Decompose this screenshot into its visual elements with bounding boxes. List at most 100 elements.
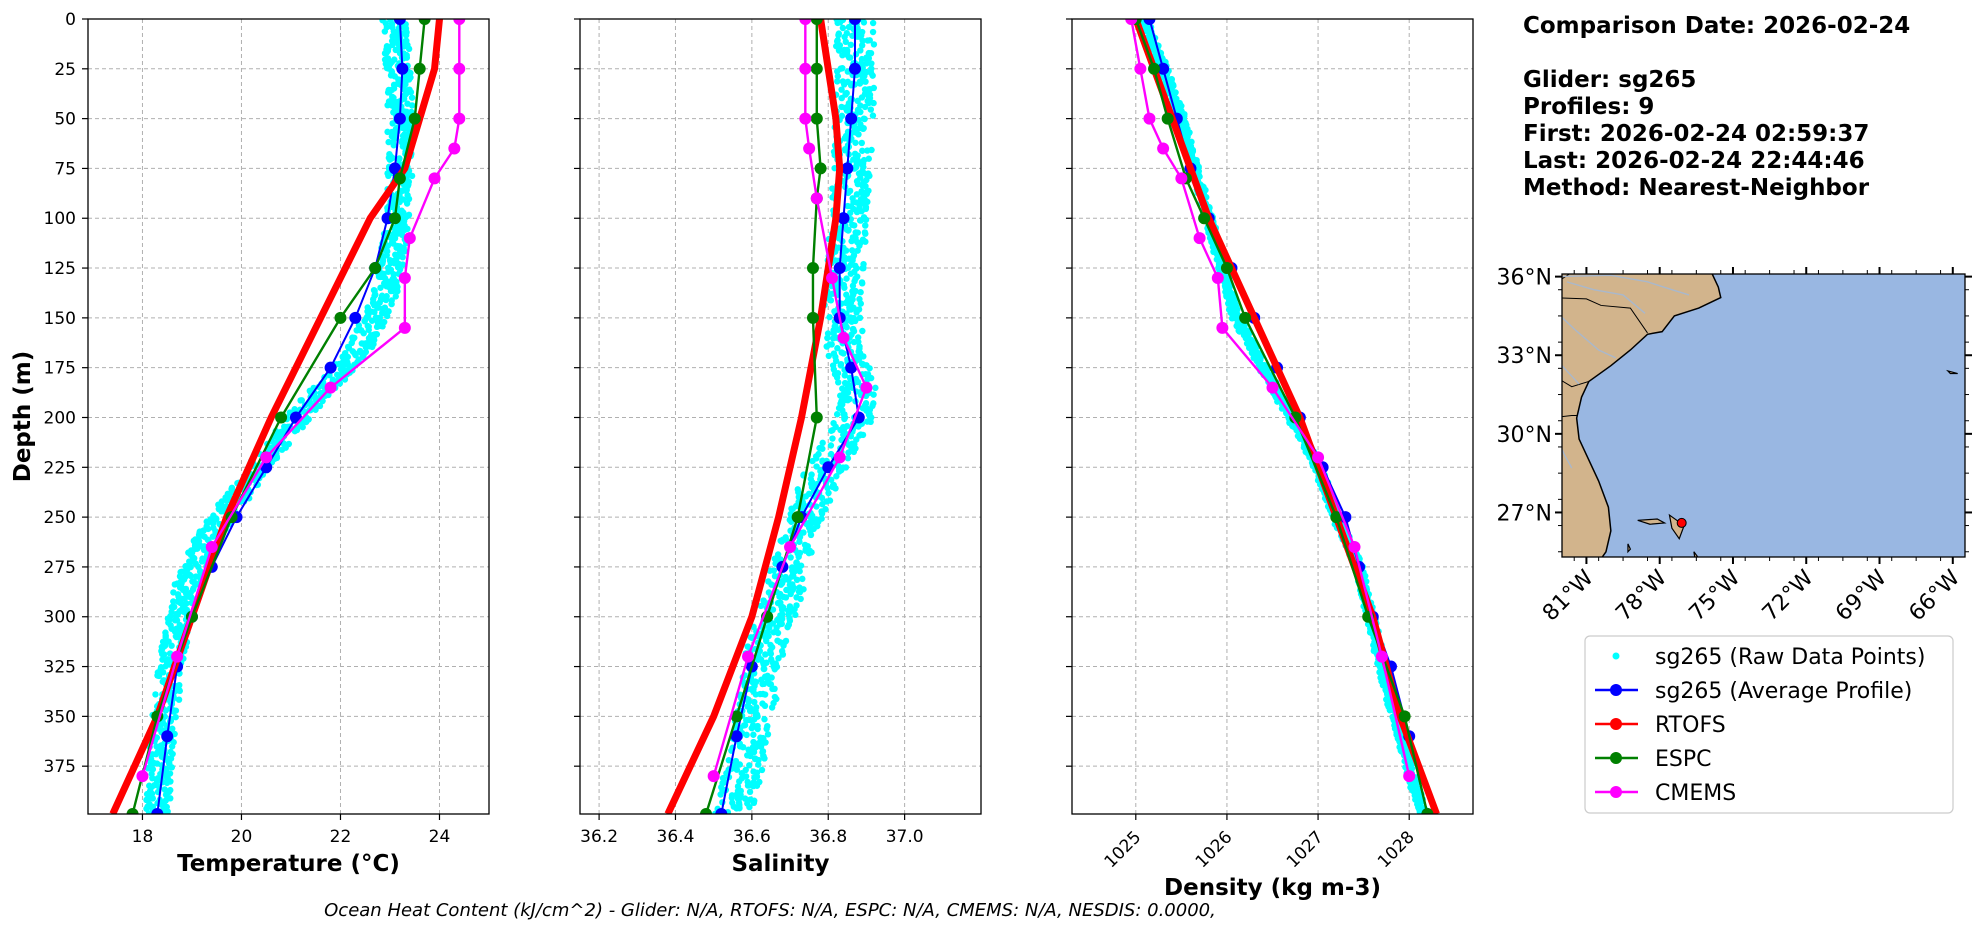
- raw-data-point: [860, 353, 867, 360]
- raw-data-point: [390, 94, 397, 101]
- river: [1562, 447, 1573, 469]
- raw-data-point: [746, 803, 753, 811]
- raw-data-point: [1366, 629, 1374, 636]
- raw-data-point: [736, 804, 743, 811]
- cmems-marker: [833, 451, 846, 464]
- raw-data-point: [378, 309, 386, 317]
- raw-data-point: [770, 629, 777, 636]
- raw-data-point: [167, 795, 174, 802]
- raw-data-point: [784, 623, 791, 631]
- raw-data-point: [825, 352, 833, 360]
- cmems-marker: [707, 770, 720, 783]
- raw-data-point: [403, 54, 411, 61]
- raw-data-point: [841, 33, 848, 41]
- raw-data-point: [819, 439, 826, 447]
- raw-data-point: [850, 448, 858, 456]
- series-rtofs: [664, 19, 844, 814]
- espc-marker: [1289, 411, 1302, 424]
- plot-area: [664, 19, 879, 814]
- raw-data-point: [856, 242, 863, 249]
- raw-data-point: [167, 778, 174, 785]
- raw-data-point: [786, 615, 793, 622]
- raw-data-point: [775, 655, 782, 662]
- raw-data-point: [389, 33, 396, 40]
- raw-data-point: [748, 724, 755, 732]
- legend-label: CMEMS: [1655, 781, 1736, 806]
- raw-data-point: [765, 632, 772, 640]
- raw-data-point: [356, 347, 364, 355]
- raw-data-point: [808, 549, 815, 556]
- raw-data-point: [859, 182, 866, 189]
- island: [1693, 551, 1699, 557]
- raw-data-point: [302, 418, 310, 426]
- raw-data-point: [868, 146, 875, 154]
- average-marker: [715, 808, 728, 814]
- raw-data-point: [371, 308, 378, 316]
- raw-data-point: [371, 291, 379, 298]
- lon-label: 69°W: [1831, 565, 1892, 626]
- raw-data-point: [839, 51, 846, 59]
- raw-data-point: [828, 476, 835, 483]
- raw-data-point: [859, 147, 866, 154]
- raw-data-point: [361, 317, 368, 325]
- espc-line: [131, 19, 426, 814]
- raw-data-point: [780, 642, 787, 649]
- raw-data-point: [1289, 422, 1296, 430]
- land-mass: [1562, 274, 1722, 557]
- espc-marker: [1239, 311, 1252, 324]
- raw-data-point: [1296, 435, 1304, 442]
- raw-data-point: [854, 247, 861, 254]
- raw-data-point: [754, 725, 761, 733]
- raw-data-point: [809, 457, 816, 465]
- cmems-marker: [1134, 62, 1147, 75]
- cmems-marker: [1157, 142, 1170, 155]
- raw-data-point: [856, 314, 864, 322]
- raw-data-point: [145, 810, 153, 814]
- y-tick-label: 250: [44, 508, 76, 528]
- cmems-marker: [1266, 381, 1279, 394]
- raw-data-point: [168, 743, 176, 750]
- cmems-marker: [205, 541, 218, 554]
- raw-data-point: [769, 685, 776, 693]
- y-tick-label: 350: [44, 707, 76, 727]
- raw-data-point: [1249, 348, 1256, 355]
- raw-data-point: [753, 773, 761, 780]
- plot-area: [1125, 19, 1440, 814]
- legend-swatch-marker: [1610, 786, 1622, 798]
- raw-data-point: [373, 331, 381, 338]
- espc-marker: [806, 311, 819, 324]
- raw-data-point: [854, 378, 862, 386]
- raw-data-point: [349, 334, 356, 341]
- raw-data-point: [856, 124, 863, 132]
- y-tick-label: 300: [44, 608, 76, 628]
- raw-data-point: [866, 365, 873, 372]
- espc-marker: [810, 62, 823, 75]
- raw-data-point: [1233, 322, 1241, 329]
- raw-data-point: [857, 47, 864, 54]
- raw-data-point: [870, 391, 877, 398]
- raw-data-point: [392, 293, 399, 300]
- raw-data-point: [858, 139, 865, 147]
- raw-data-point: [293, 426, 301, 434]
- raw-data-point: [840, 431, 847, 438]
- raw-data-point: [857, 217, 864, 224]
- cmems-marker: [260, 451, 273, 464]
- raw-data-point: [394, 230, 402, 237]
- series-cmems: [707, 19, 873, 783]
- cmems-marker: [1175, 172, 1188, 185]
- x-axis-label: Temperature (°C): [177, 851, 400, 877]
- raw-data-point: [834, 19, 841, 27]
- raw-data-point: [759, 690, 767, 698]
- average-marker: [1157, 62, 1170, 75]
- raw-data-point: [860, 264, 867, 272]
- raw-data-point: [763, 637, 770, 645]
- raw-data-point: [407, 88, 415, 96]
- raw-data-point: [160, 669, 167, 676]
- legend-entry-rtofs: RTOFS: [1595, 713, 1726, 738]
- cmems-marker: [448, 142, 461, 155]
- raw-data-point: [854, 207, 862, 214]
- espc-marker: [388, 212, 401, 225]
- cmems-marker: [1143, 112, 1156, 125]
- raw-data-point: [747, 751, 754, 758]
- raw-data-point: [402, 133, 410, 140]
